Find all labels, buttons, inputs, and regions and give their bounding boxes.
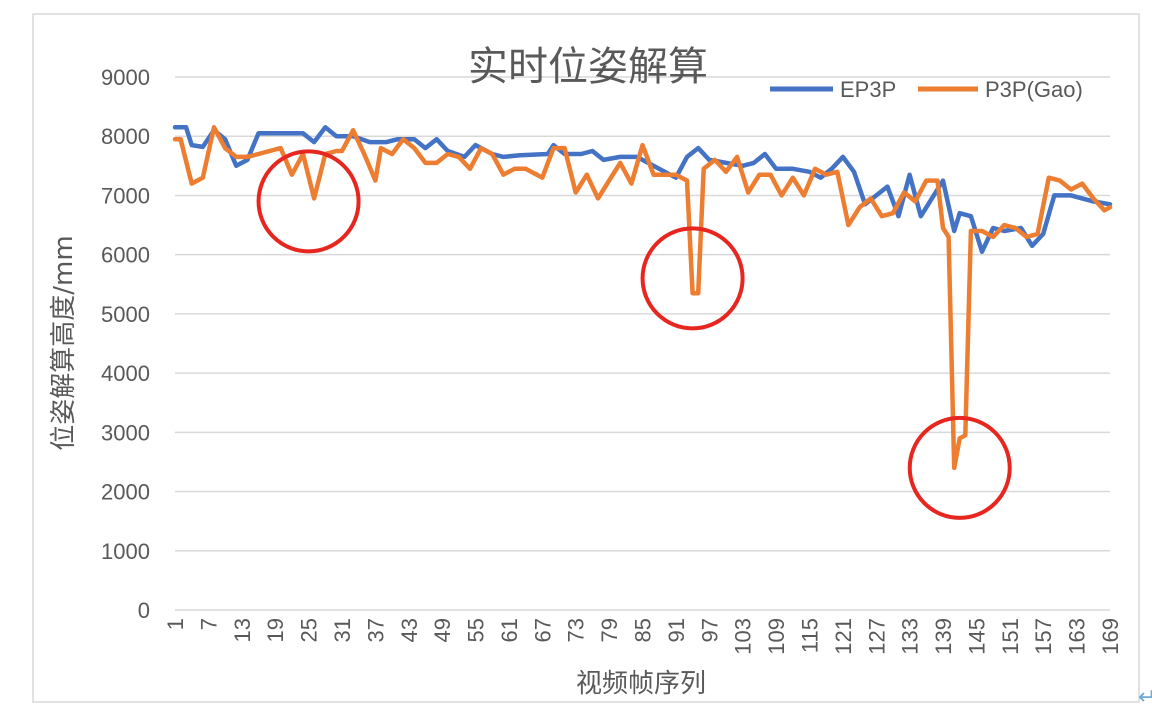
x-tick-label: 7 <box>196 618 221 630</box>
y-tick-label: 5000 <box>101 302 150 327</box>
x-axis: 1 7 13 19 25 31 37 43 49 55 61 67 73 79 85 91 97 103 109 11… <box>163 618 1123 655</box>
y-tick-label: 9000 <box>101 65 150 90</box>
annotations <box>256 149 1012 520</box>
x-tick-label: 139 <box>931 618 956 655</box>
y-tick-label: 2000 <box>101 480 150 505</box>
x-tick-label: 109 <box>764 618 789 655</box>
x-tick-label: 49 <box>430 618 455 642</box>
x-tick-label: 1 <box>163 618 188 630</box>
series-lines <box>172 125 1113 471</box>
y-tick-label: 7000 <box>101 183 150 208</box>
highlight-circle <box>907 415 1012 520</box>
x-tick-label: 151 <box>998 618 1023 655</box>
x-tick-label: 145 <box>964 618 989 655</box>
x-tick-label: 31 <box>330 618 355 642</box>
x-tick-label: 79 <box>597 618 622 642</box>
x-tick-label: 127 <box>864 618 889 655</box>
y-tick-label: 8000 <box>101 124 150 149</box>
chart-title: 实时位姿解算 <box>468 44 708 90</box>
x-tick-label: 67 <box>530 618 555 642</box>
chart-frame <box>32 13 1140 703</box>
y-tick-label: 6000 <box>101 243 150 268</box>
y-tick-label: 1000 <box>101 539 150 564</box>
x-tick-label: 169 <box>1098 618 1123 655</box>
y-tick-label: 0 <box>138 598 150 623</box>
x-tick-label: 163 <box>1065 618 1090 655</box>
x-tick-label: 19 <box>263 618 288 642</box>
x-tick-label: 157 <box>1031 618 1056 655</box>
series-line-ep3p <box>172 125 1113 254</box>
x-tick-label: 43 <box>397 618 422 642</box>
x-tick-label: 13 <box>230 618 255 642</box>
x-tick-label: 103 <box>731 618 756 655</box>
x-tick-label: 25 <box>297 618 322 642</box>
legend-label-ep3p: EP3P <box>840 77 896 102</box>
x-tick-label: 55 <box>464 618 489 642</box>
y-tick-label: 3000 <box>101 420 150 445</box>
y-tick-label: 4000 <box>101 361 150 386</box>
highlight-circle <box>640 226 745 331</box>
x-tick-label: 115 <box>797 618 822 653</box>
x-tick-label: 85 <box>631 618 656 642</box>
x-tick-label: 97 <box>697 618 722 642</box>
return-mark: ↵ <box>1138 685 1152 710</box>
highlight-circle <box>256 149 361 254</box>
series-line-p3p-gao <box>172 125 1113 471</box>
x-axis-label: 视频帧序列 <box>576 669 706 699</box>
x-tick-label: 133 <box>898 618 923 655</box>
y-axis-label: 位姿解算高度/mm <box>49 235 79 450</box>
x-tick-label: 61 <box>497 618 522 642</box>
gridlines <box>175 76 1110 611</box>
x-tick-label: 121 <box>831 618 856 655</box>
x-tick-label: 73 <box>564 618 589 642</box>
legend: EP3P P3P(Gao) <box>770 77 1083 102</box>
x-tick-label: 91 <box>664 618 689 642</box>
y-axis: 0 1000 2000 3000 4000 5000 6000 7000 8000 9000 <box>101 65 150 623</box>
legend-label-p3p-gao: P3P(Gao) <box>985 77 1083 102</box>
x-tick-label: 37 <box>363 618 388 642</box>
